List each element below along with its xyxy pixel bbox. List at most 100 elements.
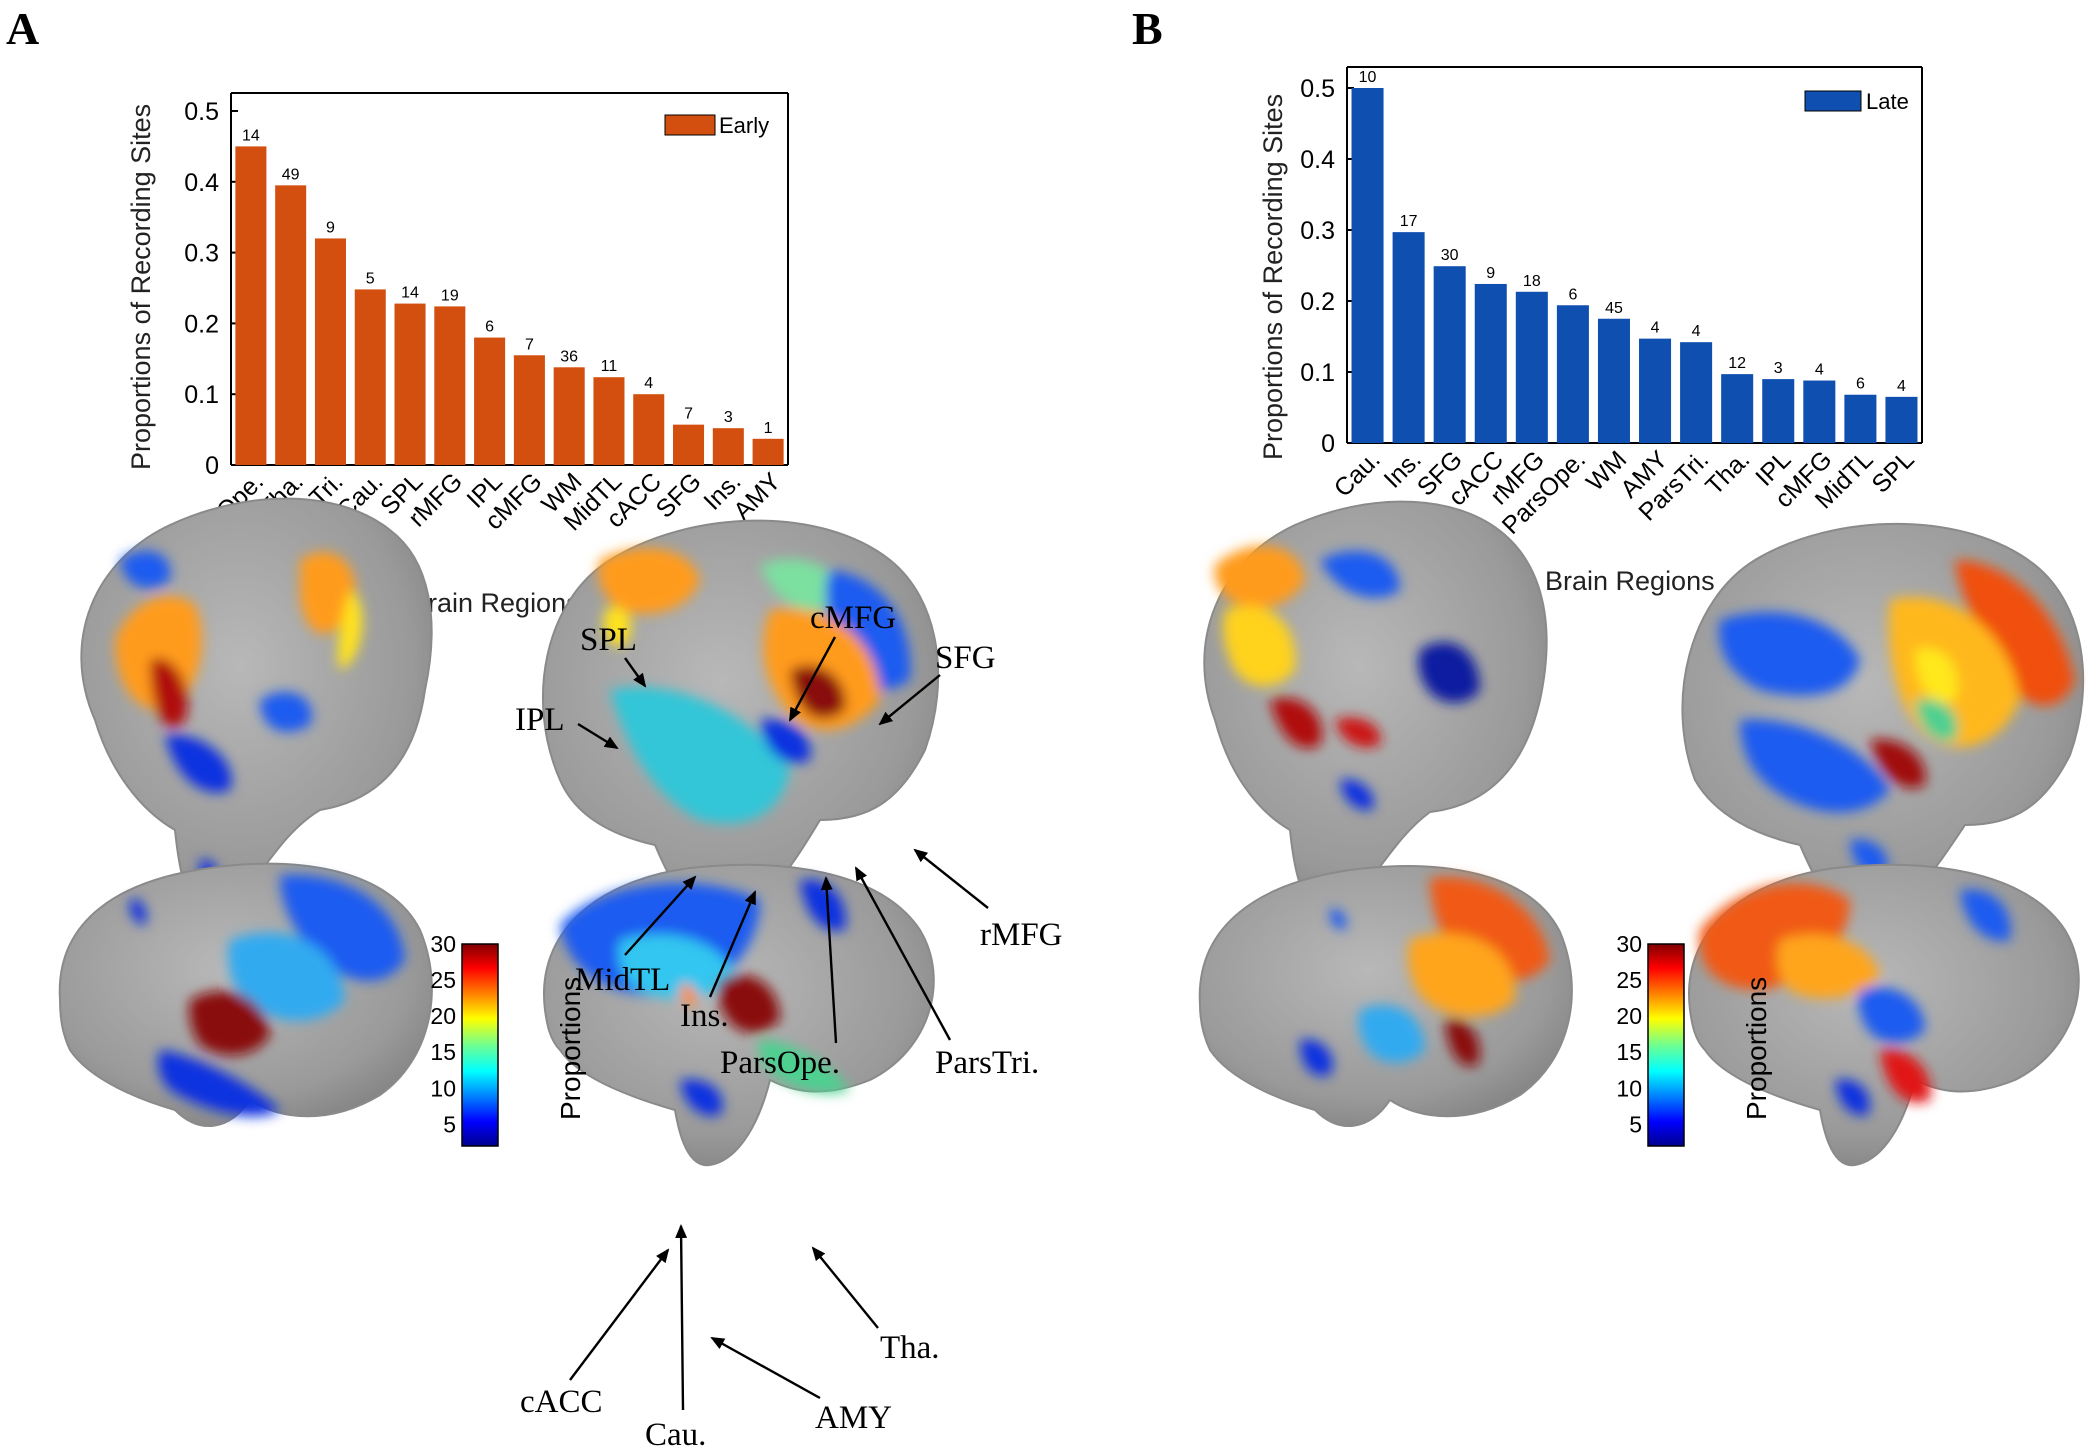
chart-b-ylabel: Proportions of Recording Sites [1258, 94, 1288, 460]
bar-midtl [1844, 394, 1877, 443]
label-cau: Cau. [645, 1417, 706, 1450]
label-ins: Ins. [680, 998, 729, 1034]
bar-midtl [593, 377, 625, 465]
bar-rmfg [1515, 291, 1548, 443]
brain-b-right-lateral [1681, 522, 2085, 922]
colorbar-tick-label: 25 [430, 967, 456, 993]
brain-region-annotations: SPL IPL cMFG SFG MidTL Ins. ParsOpe. Par… [515, 600, 1063, 1450]
colorbar-b-ticks: 30 25 20 15 10 5 [1616, 931, 1642, 1137]
bar-sfg [673, 424, 705, 465]
bar-count-label: 3 [1774, 360, 1783, 377]
bar-count-label: 17 [1400, 213, 1418, 230]
bar-count-label: 6 [1568, 286, 1577, 303]
chart-b-legend: Late [1804, 89, 1909, 114]
bar-amy [1639, 338, 1672, 443]
bar-count-label: 4 [1651, 320, 1660, 337]
bar-wm [553, 367, 585, 465]
label-parsope: ParsOpe. [720, 1045, 840, 1081]
bar-count-label: 14 [401, 285, 419, 302]
bar-count-label: 14 [242, 127, 260, 144]
colorbar-a-ticks: 30 25 20 15 10 5 [430, 931, 456, 1137]
colorbar-a-title: Proportions [555, 977, 586, 1120]
chart-a-bars: 14 49 9 5 14 19 6 7 36 11 4 7 3 1 [235, 127, 784, 465]
chart-a-xlabel: Brain Regions [410, 588, 580, 618]
category-label: AMY [728, 467, 786, 525]
panel-letter-b: B [1132, 3, 1163, 54]
bar-count-label: 12 [1728, 355, 1746, 372]
bar-ipl [474, 337, 506, 465]
bar-ins [1392, 232, 1425, 443]
bar-cau [354, 289, 386, 465]
brain-a-left-medial [58, 862, 433, 1127]
brain-b-right-medial [1687, 863, 2080, 1167]
colorbar-b-gradient [1647, 943, 1685, 1147]
bar-ins [712, 428, 744, 465]
colorbar-tick-label: 5 [443, 1111, 456, 1137]
bar-count-label: 18 [1523, 273, 1541, 290]
ytick-label: 0.4 [184, 169, 219, 197]
legend-label-late: Late [1866, 89, 1909, 114]
legend-label-early: Early [719, 113, 769, 138]
colorbar-tick-label: 30 [430, 931, 456, 957]
bar-parstri [1680, 342, 1713, 443]
bar-parsope [235, 146, 267, 465]
ytick-label: 0.4 [1300, 146, 1335, 174]
ytick-label: 0.1 [1300, 359, 1335, 387]
bar-count-label: 45 [1605, 300, 1623, 317]
colorbar-b-title: Proportions [1741, 977, 1772, 1120]
colorbar-tick-label: 20 [430, 1003, 456, 1029]
chart-a-axes [230, 92, 789, 466]
label-amy: AMY [815, 1400, 892, 1436]
bar-count-label: 1 [764, 420, 773, 437]
chart-b-axes [1346, 66, 1923, 444]
bar-count-label: 5 [366, 270, 375, 287]
bar-count-label: 11 [601, 358, 618, 375]
bar-count-label: 7 [525, 336, 534, 353]
label-midtl: MidTL [575, 962, 670, 998]
label-parstri: ParsTri. [935, 1045, 1039, 1081]
bar-cacc [1474, 283, 1507, 443]
bar-count-label: 3 [724, 409, 733, 426]
bar-count-label: 36 [560, 348, 578, 365]
bar-count-label: 6 [1856, 376, 1865, 393]
colorbar-tick-label: 5 [1629, 1111, 1642, 1137]
bar-amy [752, 438, 784, 465]
colorbar-tick-label: 10 [430, 1075, 456, 1101]
ytick-label: 0.5 [1300, 75, 1335, 103]
brain-a-right-lateral [542, 519, 940, 922]
brain-b-left-lateral [1203, 500, 1548, 914]
bar-cacc [633, 394, 665, 465]
chart-a-yticks: 0 0.1 0.2 0.3 0.4 0.5 [184, 98, 238, 480]
category-label: Cau. [1329, 445, 1386, 502]
bar-cmfg [1803, 380, 1836, 443]
bar-count-label: 49 [282, 166, 300, 183]
colorbar-b: 30 25 20 15 10 5 Proportions [1616, 931, 1772, 1147]
bar-spl [1885, 396, 1918, 443]
label-rmfg: rMFG [980, 917, 1063, 953]
ytick-label: 0.5 [184, 98, 219, 126]
chart-a-ylabel: Proportions of Recording Sites [126, 104, 156, 470]
brain-a-right-medial [542, 863, 935, 1167]
bar-tha [1721, 374, 1754, 443]
colorbar-a-gradient [461, 943, 499, 1147]
ytick-label: 0.2 [184, 310, 219, 338]
label-cacc: cACC [520, 1384, 603, 1420]
bar-count-label: 30 [1441, 247, 1459, 264]
legend-swatch-late [1804, 90, 1862, 112]
colorbar-tick-label: 10 [1616, 1075, 1642, 1101]
ytick-label: 0.3 [1300, 217, 1335, 245]
ytick-label: 0 [1321, 430, 1335, 458]
bar-cau [1351, 88, 1384, 443]
bar-count-label: 7 [684, 406, 693, 423]
bar-count-label: 9 [326, 219, 335, 236]
bar-count-label: 9 [1486, 265, 1495, 282]
category-label: Tha. [1700, 445, 1755, 500]
bar-count-label: 19 [441, 287, 459, 304]
bar-spl [394, 303, 426, 465]
colorbar-tick-label: 15 [430, 1039, 456, 1065]
ytick-label: 0.1 [184, 381, 219, 409]
brain-b-left-medial [1198, 865, 1573, 1127]
bar-count-label: 4 [644, 375, 653, 392]
label-spl: SPL [580, 622, 637, 658]
